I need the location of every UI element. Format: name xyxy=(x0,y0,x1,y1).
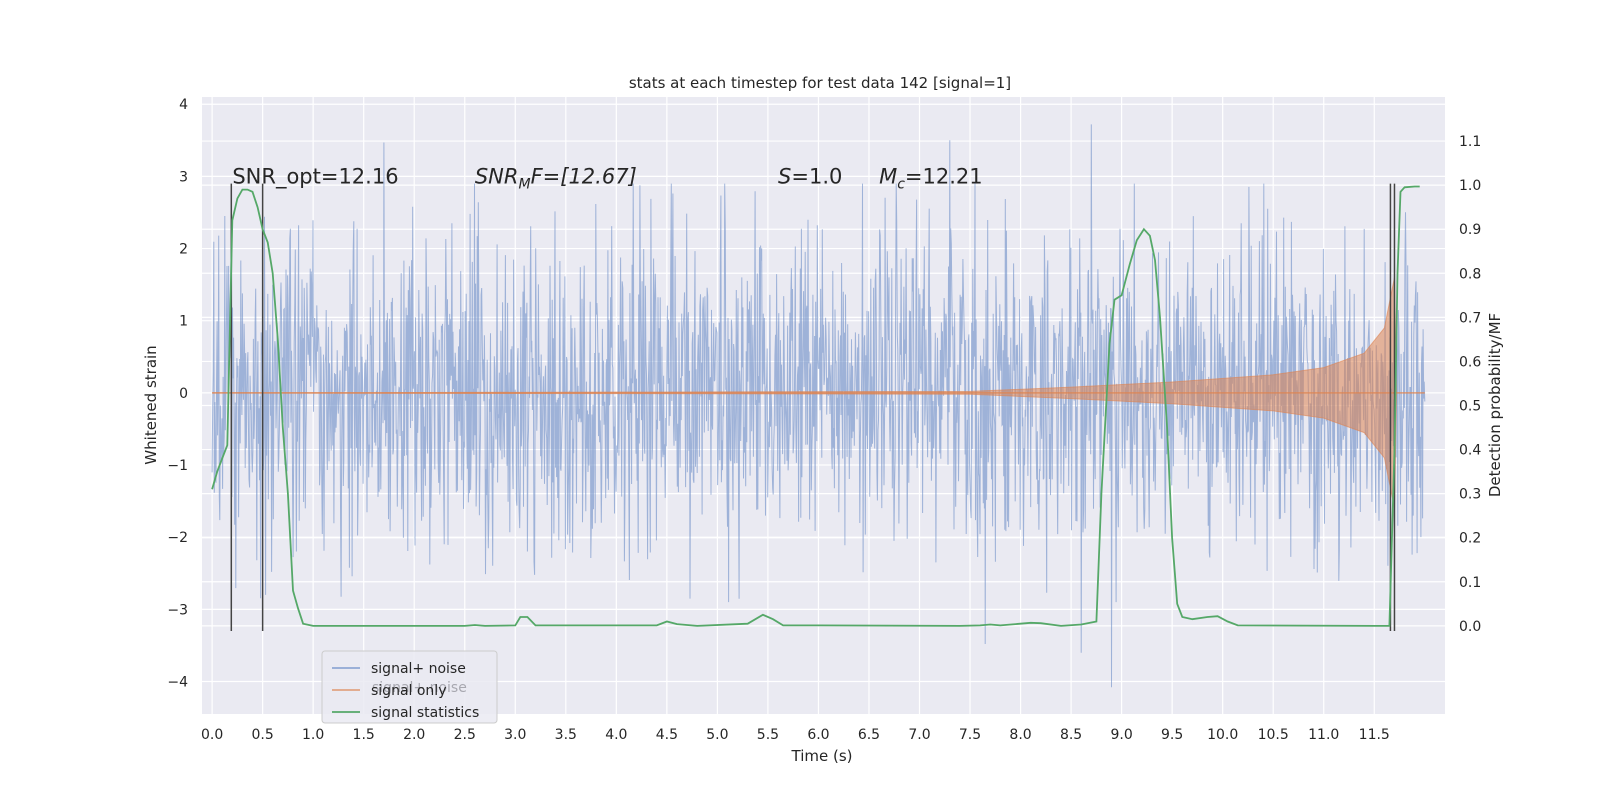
x-tick-label: 7.5 xyxy=(959,727,981,743)
x-axis-ticks: 0.0 0.5 1.0 1.5 2.0 2.5 3.0 3.5 4.0 4.5 5.0 5.5 6.0 6… xyxy=(201,727,1390,743)
y-left-axis-ticks: 4 3 2 1 0 −1 −2 −3 −4 xyxy=(167,97,188,690)
x-tick-label: 4.0 xyxy=(605,727,627,743)
y-left-axis-label: Whitened strain xyxy=(142,345,160,464)
x-tick-label: 10.5 xyxy=(1258,727,1289,743)
x-tick-label: 2.5 xyxy=(454,727,476,743)
x-tick-label: 7.0 xyxy=(908,727,930,743)
annotation: SNR_opt=12.16 xyxy=(232,165,398,190)
chart-title: stats at each timestep for test data 142… xyxy=(629,74,1011,92)
x-tick-label: 10.0 xyxy=(1207,727,1238,743)
x-tick-label: 11.5 xyxy=(1359,727,1390,743)
y-right-tick-label: 0.0 xyxy=(1459,619,1481,635)
x-tick-label: 5.0 xyxy=(706,727,728,743)
x-tick-label: 9.0 xyxy=(1110,727,1132,743)
legend-entry: signal statistics xyxy=(371,705,479,721)
y-right-tick-label: 0.9 xyxy=(1459,222,1481,238)
y-right-tick-label: 0.3 xyxy=(1459,487,1481,503)
y-right-tick-label: 0.5 xyxy=(1459,399,1481,415)
y-right-tick-label: 0.1 xyxy=(1459,575,1481,591)
x-tick-label: 1.0 xyxy=(302,727,324,743)
x-tick-label: 5.5 xyxy=(757,727,779,743)
y-left-tick-label: 0 xyxy=(179,386,188,402)
legend-ghost-text: signal+ noise xyxy=(372,680,467,696)
x-tick-label: 6.5 xyxy=(858,727,880,743)
y-right-axis-label: Detection probability/MF xyxy=(1486,313,1504,497)
y-right-tick-label: 0.6 xyxy=(1459,354,1481,370)
y-right-tick-label: 0.2 xyxy=(1459,531,1481,547)
annotation: SNRMF=[12.67] xyxy=(475,165,637,193)
y-left-tick-label: 2 xyxy=(179,242,188,258)
y-right-tick-label: 0.4 xyxy=(1459,443,1481,459)
x-tick-label: 3.5 xyxy=(555,727,577,743)
y-right-tick-label: 1.1 xyxy=(1459,134,1481,150)
y-left-tick-label: 3 xyxy=(179,169,188,185)
x-axis-label: Time (s) xyxy=(791,747,853,765)
annotation: S=1.0 xyxy=(778,165,842,189)
x-tick-label: 1.5 xyxy=(353,727,375,743)
x-tick-label: 8.0 xyxy=(1009,727,1031,743)
x-tick-label: 11.0 xyxy=(1308,727,1339,743)
y-left-tick-label: −4 xyxy=(167,675,188,691)
x-tick-label: 6.0 xyxy=(807,727,829,743)
x-tick-label: 8.5 xyxy=(1060,727,1082,743)
y-right-tick-label: 1.0 xyxy=(1459,178,1481,194)
y-right-axis-ticks: 1.1 1.0 0.9 0.8 0.7 0.6 0.5 0.4 0.3 0.2 0.1 0.0 xyxy=(1459,134,1481,635)
y-left-tick-label: −2 xyxy=(167,530,188,546)
x-tick-label: 3.0 xyxy=(504,727,526,743)
y-right-tick-label: 0.7 xyxy=(1459,310,1481,326)
x-tick-label: 9.5 xyxy=(1161,727,1183,743)
legend-entry: signal+ noise xyxy=(371,661,466,677)
series-signal-only xyxy=(212,277,1425,509)
y-left-tick-label: 1 xyxy=(179,314,188,330)
y-left-tick-label: 4 xyxy=(179,97,188,113)
legend-entry: signal only xyxy=(371,683,446,699)
y-left-tick-label: −3 xyxy=(167,602,188,618)
x-tick-label: 4.5 xyxy=(656,727,678,743)
stats-line xyxy=(211,185,1420,627)
series-signal-statistics xyxy=(211,185,1420,627)
legend-box xyxy=(321,650,498,724)
y-left-tick-label: −1 xyxy=(167,458,188,474)
annotation: Mc=12.21 xyxy=(879,165,983,193)
x-tick-label: 0.5 xyxy=(252,727,274,743)
x-tick-label: 2.0 xyxy=(403,727,425,743)
x-tick-label: 0.0 xyxy=(201,727,223,743)
y-right-tick-label: 0.8 xyxy=(1459,266,1481,282)
annotations: SNR_opt=12.16 SNRMF=[12.67] S=1.0 Mc=12.21 xyxy=(232,165,982,193)
